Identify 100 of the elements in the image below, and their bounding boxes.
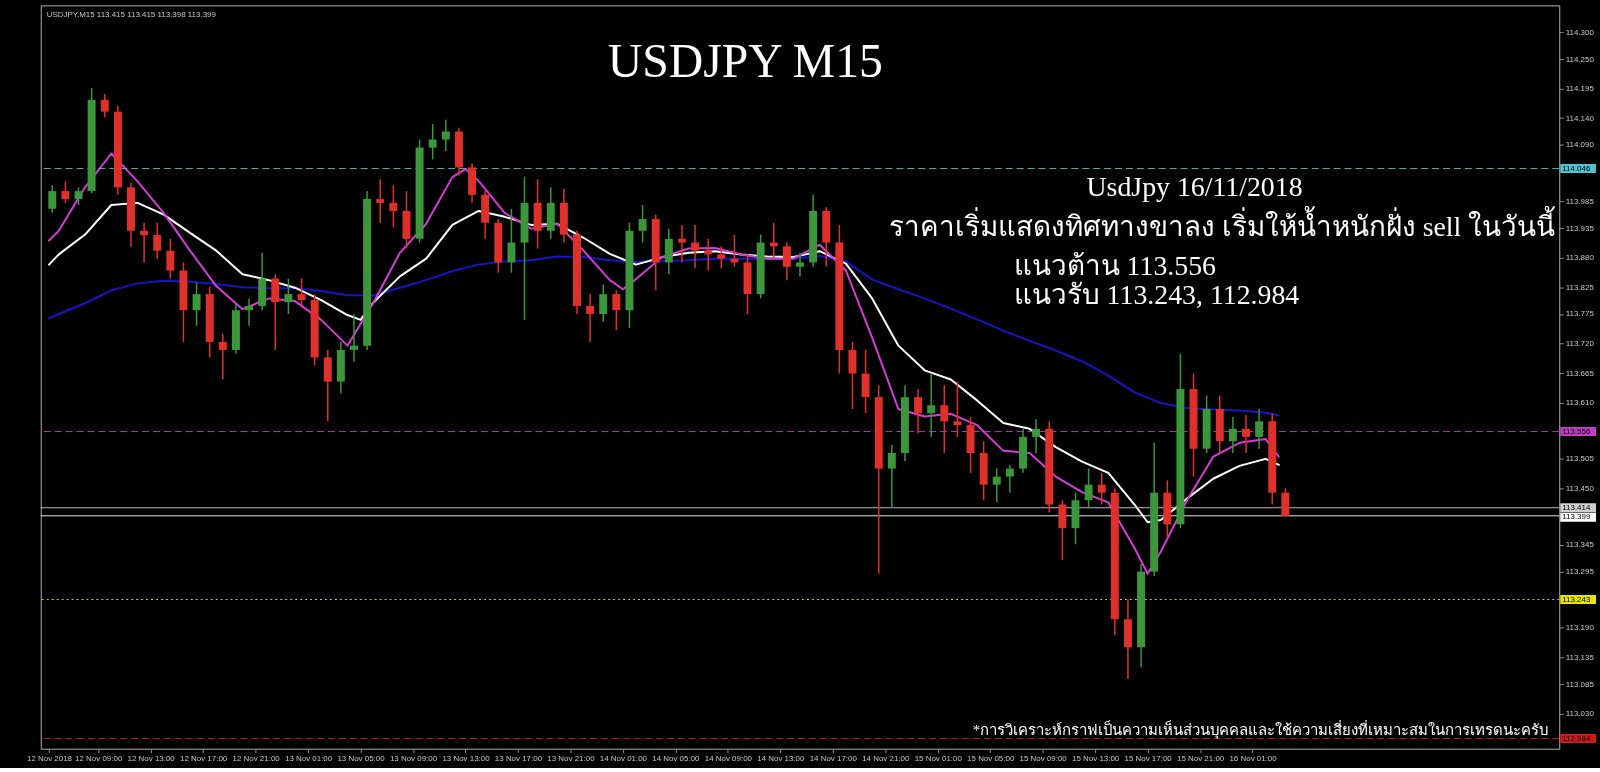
candlestick [1084, 467, 1093, 510]
y-tick-label: 113.720 [1565, 338, 1595, 348]
ref-line-label: 113.556 [1562, 426, 1591, 436]
candlestick [691, 224, 700, 270]
candlestick [677, 224, 686, 264]
candlestick [599, 283, 608, 323]
annotation: แนวรับ 113.243, 112.984 [1013, 279, 1300, 311]
x-tick-label: 13 Nov 21:00 [547, 754, 596, 764]
candlestick [1242, 414, 1250, 454]
y-tick-label: 113.935 [1565, 223, 1595, 233]
x-tick-label: 12 Nov 21:00 [232, 754, 281, 764]
y-tick-label: 113.665 [1565, 368, 1595, 378]
candlestick [1281, 487, 1290, 518]
annotation: UsdJpy 16/11/2018 [1086, 171, 1303, 203]
y-tick-label: 113.345 [1565, 540, 1595, 550]
candlestick [612, 289, 621, 331]
candlestick [848, 341, 857, 410]
candlestick [664, 227, 673, 276]
annotation: *การวิเคราะห์กราฟเป็นความเห็นส่วนบุคคลและใช้ความเสี่ยงที่เหมาะสมในการเทรดนะครับ [972, 718, 1549, 739]
candlestick [192, 281, 201, 327]
candlestick [428, 123, 437, 161]
candlestick [887, 444, 896, 510]
candlestick [1097, 472, 1106, 506]
x-tick-label: 12 Nov 09:00 [75, 754, 123, 764]
x-tick-label: 12 Nov 2018 [26, 754, 73, 764]
ref-line-label: 113.399 [1562, 512, 1591, 522]
candlestick [927, 372, 936, 438]
y-tick-label: 114.090 [1565, 140, 1595, 150]
y-tick-label: 113.880 [1565, 253, 1595, 263]
candlestick [638, 204, 647, 244]
x-tick-label: 15 Nov 09:00 [1019, 754, 1068, 764]
x-tick-label: 13 Nov 01:00 [284, 754, 333, 764]
candlestick [389, 184, 398, 228]
x-tick-label: 15 Nov 17:00 [1124, 754, 1173, 764]
annotation: USDJPY,M15 113.415 113.415 113.398 113.399 [46, 10, 217, 20]
x-tick-label: 13 Nov 09:00 [389, 754, 438, 764]
y-tick-label: 114.300 [1565, 27, 1595, 37]
y-tick-label: 114.195 [1565, 84, 1595, 94]
x-tick-label: 14 Nov 17:00 [809, 754, 858, 764]
x-tick-label: 14 Nov 05:00 [652, 754, 701, 764]
y-tick-label: 113.610 [1565, 398, 1595, 408]
candlestick [1005, 464, 1014, 494]
x-tick-label: 15 Nov 01:00 [914, 754, 963, 764]
y-tick-label: 113.450 [1565, 483, 1595, 493]
y-tick-label: 114.250 [1565, 54, 1595, 64]
ref-line-label: 112.984 [1562, 733, 1591, 743]
candlestick [245, 297, 254, 327]
y-tick-label: 113.295 [1565, 567, 1595, 577]
x-tick-label: 14 Nov 01:00 [599, 754, 648, 764]
candlestick [284, 277, 293, 315]
candlestick [953, 380, 962, 438]
y-tick-label: 113.985 [1565, 196, 1595, 206]
candlestick [717, 245, 726, 270]
candlestick [48, 184, 57, 214]
candlestick [350, 313, 358, 363]
x-tick-label: 13 Nov 05:00 [337, 754, 386, 764]
annotation: ราคาเริ่มแสดงทิศทางขาลง เริ่มให้น้ำหนักฝั่ง sell ในวันนี้ [888, 205, 1556, 242]
candlestick [1228, 416, 1237, 454]
candlestick [782, 241, 791, 281]
candlestick [796, 252, 804, 278]
candlestick [914, 388, 923, 434]
candlestick [861, 349, 870, 415]
x-tick-label: 12 Nov 13:00 [127, 754, 176, 764]
x-tick-label: 15 Nov 21:00 [1176, 754, 1225, 764]
candlestick [140, 221, 149, 264]
y-tick-label: 113.505 [1565, 454, 1595, 464]
ref-line-label: 113.414 [1562, 502, 1591, 512]
x-tick-label: 13 Nov 13:00 [442, 754, 491, 764]
y-tick-label: 113.030 [1565, 709, 1595, 719]
x-tick-label: 14 Nov 09:00 [704, 754, 753, 764]
candlestick [507, 208, 516, 274]
candlestick [61, 180, 70, 204]
x-tick-label: 15 Nov 13:00 [1072, 754, 1120, 764]
candlestick [100, 93, 109, 119]
candlestick [153, 221, 162, 260]
candlestick [1255, 408, 1264, 450]
candlestick [586, 293, 595, 343]
ref-line-label: 114.046 [1562, 163, 1591, 173]
x-tick-label: 14 Nov 21:00 [862, 754, 910, 764]
candlestick [992, 467, 1001, 504]
x-tick-label: 16 Nov 01:00 [1229, 754, 1278, 764]
y-tick-label: 113.085 [1565, 679, 1595, 689]
y-tick-label: 114.140 [1565, 113, 1595, 123]
candlestick [441, 118, 450, 153]
y-tick-label: 113.190 [1565, 623, 1595, 633]
text: USDJPY M15 [607, 33, 883, 87]
y-tick-label: 113.775 [1565, 309, 1595, 319]
candlestick [271, 273, 280, 351]
x-tick-label: 14 Nov 13:00 [757, 754, 806, 764]
candlestick [1032, 418, 1041, 454]
candlestick [1058, 499, 1067, 561]
ref-line-label: 113.243 [1562, 594, 1591, 604]
x-tick-label: 15 Nov 05:00 [967, 754, 1015, 764]
candlestick [218, 333, 227, 381]
y-tick-label: 113.825 [1565, 282, 1595, 292]
x-tick-label: 12 Nov 17:00 [180, 754, 228, 764]
candlestick [940, 384, 949, 454]
y-tick-label: 113.135 [1565, 652, 1595, 662]
x-tick-label: 13 Nov 17:00 [494, 754, 543, 764]
candlestick [376, 178, 385, 224]
